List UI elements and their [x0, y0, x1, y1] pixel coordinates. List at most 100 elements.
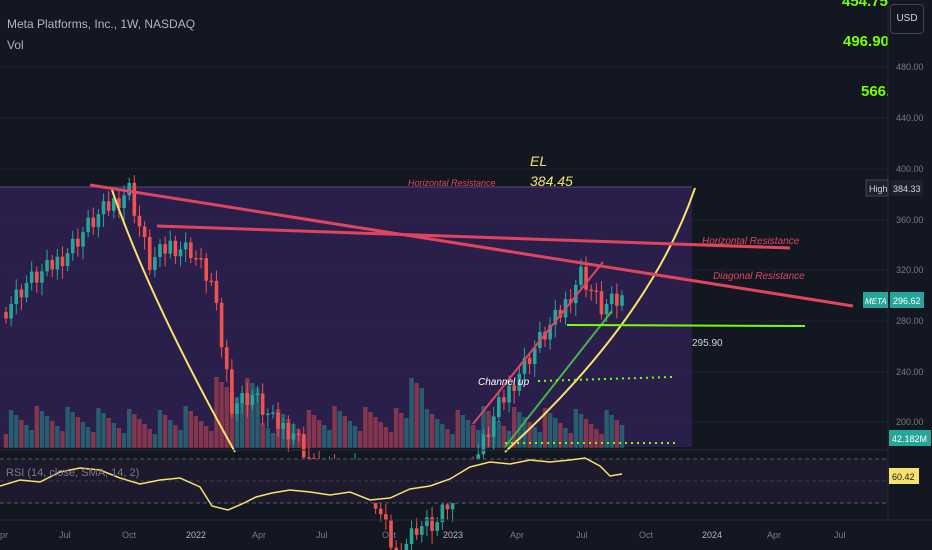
- volume-bar: [527, 422, 532, 448]
- volume-bar: [547, 413, 553, 448]
- volume-bar: [358, 431, 363, 448]
- diagonal-resistance-label: Diagonal Resistance: [713, 271, 805, 282]
- cup-zone: [0, 187, 692, 447]
- volume-bar: [255, 388, 260, 448]
- candle-body: [620, 295, 624, 306]
- volume-bar: [399, 413, 404, 448]
- candle-body: [384, 514, 388, 520]
- volume-bar: [465, 420, 471, 448]
- candle-body: [615, 293, 619, 306]
- candle-body: [173, 240, 178, 257]
- candle-body: [127, 182, 131, 196]
- volume-bar: [85, 427, 91, 448]
- candle-body: [214, 280, 219, 303]
- volume-bar: [250, 383, 255, 448]
- candle-body: [250, 394, 255, 406]
- volume-bar: [327, 430, 332, 448]
- volume-bar: [419, 388, 424, 448]
- time-axis-ticks: Apr Jul Oct 2022 Apr Jul Oct 2023 Apr Ju…: [0, 530, 846, 540]
- volume-bar: [373, 417, 378, 448]
- candle-body: [142, 226, 147, 237]
- candle-body: [24, 282, 29, 298]
- symbol-title: Meta Platforms, Inc., 1W, NASDAQ: [7, 17, 196, 31]
- x-tick-apr-24: Apr: [767, 530, 781, 540]
- y-tick-440: 440.00: [896, 113, 924, 123]
- volume-bar: [34, 406, 39, 448]
- volume-bar: [127, 409, 132, 448]
- volume-bar: [435, 419, 440, 448]
- x-tick-apr-21: Apr: [0, 530, 8, 540]
- candle-body: [440, 504, 445, 523]
- candle-body: [548, 324, 552, 340]
- candle-body: [40, 271, 44, 283]
- volume-bar: [224, 387, 229, 448]
- volume-bar: [589, 424, 594, 448]
- volume-bar: [214, 377, 219, 448]
- candle-body: [532, 347, 537, 365]
- volume-bar: [532, 427, 537, 448]
- candle-body: [425, 517, 429, 527]
- channel-upper-line: [472, 261, 604, 425]
- candle-body: [281, 422, 285, 429]
- volume-bar: [24, 425, 29, 448]
- svg-text:High: High: [869, 184, 888, 194]
- volume-bar: [450, 434, 455, 448]
- candle-body: [55, 256, 60, 270]
- candle-body: [486, 434, 491, 437]
- rsi-line: [0, 457, 623, 511]
- candle-body: [35, 271, 39, 283]
- price-axis-background: [888, 0, 932, 550]
- candle-body: [153, 257, 157, 270]
- candle-body: [19, 289, 24, 298]
- candle-body: [147, 236, 152, 270]
- volume-bar: [404, 418, 409, 448]
- volume-bar: [132, 414, 137, 448]
- candle-body: [235, 403, 239, 414]
- candle-body: [512, 385, 516, 391]
- candle-body: [4, 312, 8, 319]
- x-tick-oct-21: Oct: [122, 530, 137, 540]
- candle-body: [404, 544, 409, 550]
- candle-body: [168, 240, 173, 254]
- candle-body: [604, 304, 609, 315]
- candle-body: [70, 238, 75, 254]
- candle-body: [189, 242, 193, 259]
- candle-body: [101, 201, 106, 215]
- volume-bar: [347, 421, 353, 448]
- x-tick-apr-22: Apr: [252, 530, 266, 540]
- svg-text:384.33: 384.33: [893, 184, 921, 194]
- candle-body: [502, 397, 506, 403]
- candle-body: [491, 417, 496, 437]
- y-tick-280: 280.00: [896, 316, 924, 326]
- volume-bar: [173, 425, 178, 448]
- candle-body: [394, 547, 398, 550]
- y-tick-240: 240.00: [896, 367, 924, 377]
- x-tick-oct-23: Oct: [639, 530, 654, 540]
- price-axis-ticks: 480.00 440.00 400.00 360.00 320.00 280.0…: [896, 62, 924, 427]
- candle-body: [91, 217, 96, 228]
- candle-body: [609, 293, 614, 305]
- candle-body: [445, 504, 450, 510]
- currency-button[interactable]: USD: [890, 4, 924, 34]
- y-tick-200: 200.00: [896, 417, 924, 427]
- volume-bar: [44, 416, 50, 448]
- el-label: EL: [530, 153, 547, 169]
- candle-body: [507, 385, 511, 403]
- volume-bar: [60, 431, 65, 448]
- volume-bar: [80, 422, 86, 448]
- rsi-badge: 60.42: [889, 468, 919, 484]
- candle-body: [245, 393, 250, 406]
- volume-bar: [609, 415, 614, 448]
- candle-body: [599, 291, 604, 315]
- volume-bar: [3, 434, 9, 448]
- volume-bar: [594, 429, 599, 448]
- volume-bar: [188, 411, 193, 448]
- y-tick-360: 360.00: [896, 215, 924, 225]
- volume-bar: [8, 410, 14, 448]
- volume-bar: [29, 430, 34, 448]
- candle-body: [230, 369, 234, 414]
- channel-lower-line: [504, 310, 613, 448]
- high-badge: High 384.33: [865, 179, 923, 197]
